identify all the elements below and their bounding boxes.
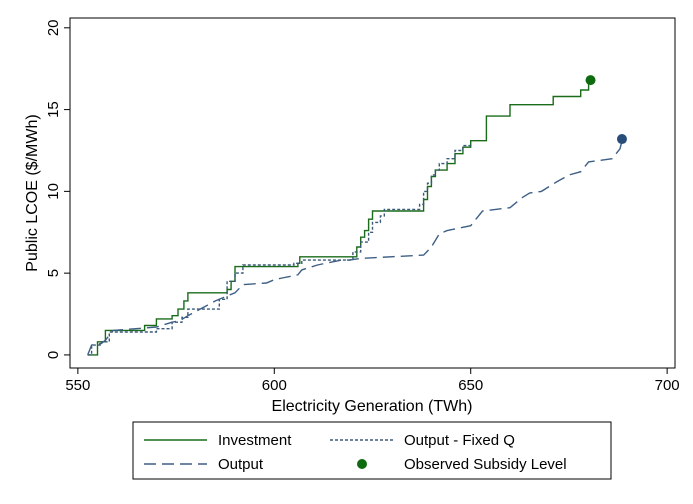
y-tick-label: 10 [45, 183, 62, 200]
y-axis-title: Public LCOE ($/MWh) [24, 114, 41, 271]
x-axis: 550 600 650 700 [65, 367, 680, 394]
y-axis: 0 5 10 15 20 [45, 18, 71, 368]
y-tick-label: 20 [45, 19, 62, 36]
legend-label-output-fixed-q: Output - Fixed Q [404, 432, 515, 449]
plot-region [69, 17, 676, 369]
x-tick-label: 600 [262, 377, 287, 394]
legend: Investment Output - Fixed Q Output Obser… [132, 421, 612, 480]
legend-label-investment: Investment [218, 432, 292, 449]
observed-marker-output [616, 134, 627, 145]
legend-item-output: Output [144, 456, 264, 473]
marker-layer [585, 75, 627, 145]
x-tick-label: 550 [65, 377, 90, 394]
series-line-output [87, 140, 623, 356]
series-line-investment [87, 80, 594, 356]
plot-frame [69, 17, 676, 369]
x-axis-title: Electricity Generation (TWh) [272, 398, 473, 415]
legend-box [132, 421, 612, 480]
legend-item-investment: Investment [144, 432, 292, 449]
legend-label-observed-subsidy-level: Observed Subsidy Level [404, 456, 567, 473]
y-tick-label: 5 [45, 269, 62, 277]
legend-swatch-observed-subsidy-level [357, 459, 367, 469]
series-layer [87, 80, 623, 356]
legend-label-output: Output [218, 456, 264, 473]
legend-item-observed-subsidy-level: Observed Subsidy Level [357, 456, 567, 473]
x-tick-label: 650 [458, 377, 483, 394]
y-tick-label: 15 [45, 101, 62, 118]
series-line-output-fixed-q [87, 143, 472, 356]
legend-item-output-fixed-q: Output - Fixed Q [330, 432, 515, 449]
y-tick-label: 0 [45, 351, 62, 359]
observed-marker-investment [585, 75, 596, 86]
x-tick-label: 700 [655, 377, 680, 394]
